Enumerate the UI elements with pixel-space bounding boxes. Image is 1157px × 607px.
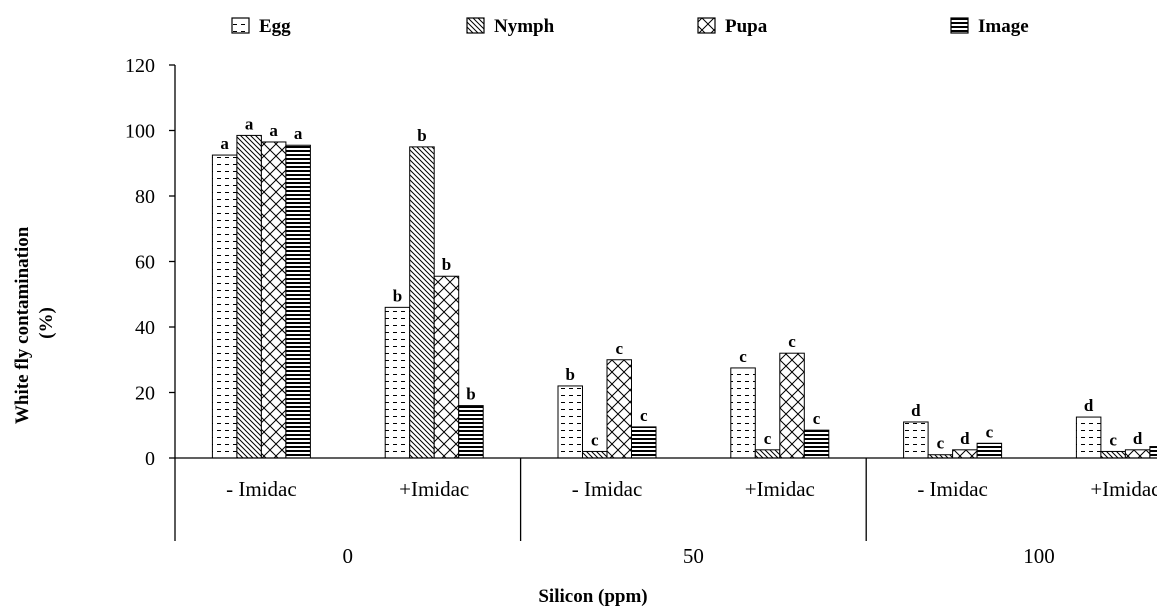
legend-label: Egg bbox=[259, 16, 291, 37]
significance-label: b bbox=[466, 385, 475, 404]
bar-egg bbox=[730, 367, 756, 459]
bar-egg bbox=[557, 385, 583, 459]
y-tick-label: 80 bbox=[135, 186, 155, 208]
legend-swatch bbox=[231, 17, 250, 34]
bar-pupa bbox=[779, 352, 805, 459]
significance-label: b bbox=[393, 286, 402, 305]
significance-label: c bbox=[591, 430, 599, 449]
x-category-label: +Imidac bbox=[745, 477, 815, 501]
significance-label: b bbox=[566, 365, 575, 384]
y-tick-label: 0 bbox=[145, 448, 155, 470]
x-group-label: 100 bbox=[1023, 544, 1055, 568]
significance-label: d bbox=[1084, 396, 1094, 415]
bar-egg bbox=[384, 306, 411, 459]
legend-item-pupa: Pupa bbox=[697, 16, 768, 37]
bar-nymph bbox=[409, 146, 435, 459]
bar-nymph bbox=[582, 450, 608, 459]
y-tick-label: 120 bbox=[125, 55, 155, 77]
y-tick-label: 60 bbox=[135, 252, 155, 274]
bar-image bbox=[458, 405, 484, 459]
bar-egg bbox=[211, 154, 238, 459]
significance-label: c bbox=[986, 422, 994, 441]
significance-label: a bbox=[220, 134, 229, 153]
bar-pupa bbox=[952, 449, 978, 459]
x-axis: - Imidac +Imidac - Imidac +Imidac - Imidac +I… bbox=[174, 457, 1157, 568]
y-axis-title: White fly contamination (%) bbox=[12, 222, 57, 424]
significance-label: c bbox=[739, 347, 747, 366]
bar-image bbox=[285, 144, 311, 459]
bar-pupa bbox=[606, 359, 632, 459]
significance-label: c bbox=[640, 406, 648, 425]
x-axis-title: Silicon (ppm) bbox=[538, 586, 647, 607]
legend-label: Pupa bbox=[725, 16, 768, 37]
x-group-label: 0 bbox=[343, 544, 354, 568]
bar-image bbox=[631, 426, 657, 459]
significance-label: d bbox=[911, 401, 921, 420]
y-axis-title-line-2: (%) bbox=[36, 307, 57, 339]
significance-label: c bbox=[764, 429, 772, 448]
legend-swatch bbox=[697, 17, 716, 34]
y-tick-label: 40 bbox=[135, 317, 155, 339]
legend-item-egg: Egg bbox=[231, 16, 291, 37]
x-category-label: - Imidac bbox=[572, 477, 643, 501]
significance-label: a bbox=[269, 121, 278, 140]
y-axis: 0 20 40 60 80 100 120 bbox=[125, 55, 176, 470]
significance-label: a bbox=[245, 114, 254, 133]
significance-label: c bbox=[615, 339, 623, 358]
bar-pupa bbox=[1124, 449, 1151, 459]
bar-egg bbox=[1075, 416, 1102, 459]
legend-label: Image bbox=[978, 16, 1029, 37]
significance-label: d bbox=[960, 429, 970, 448]
y-tick-label: 20 bbox=[135, 383, 155, 405]
y-tick-label: 100 bbox=[125, 121, 155, 143]
y-axis-title-line-1: White fly contamination bbox=[12, 226, 33, 424]
x-category-label: - Imidac bbox=[226, 477, 297, 501]
significance-label: b bbox=[417, 126, 426, 145]
bar-image bbox=[803, 429, 830, 459]
significance-label: d bbox=[1133, 429, 1143, 448]
bar-image bbox=[1149, 446, 1157, 459]
legend-item-nymph: Nymph bbox=[466, 16, 555, 37]
significance-label: b bbox=[442, 255, 451, 274]
legend-item-image: Image bbox=[950, 16, 1029, 37]
bar-nymph bbox=[236, 134, 262, 459]
legend-swatch bbox=[950, 17, 969, 34]
bar-egg bbox=[903, 421, 929, 459]
significance-label: c bbox=[788, 332, 796, 351]
bar-nymph bbox=[754, 449, 781, 459]
legend-label: Nymph bbox=[494, 16, 555, 37]
x-category-label: +Imidac bbox=[399, 477, 469, 501]
significance-label: c bbox=[1109, 430, 1117, 449]
legend-swatch bbox=[466, 17, 485, 34]
bar-image bbox=[976, 442, 1003, 459]
significance-label: c bbox=[937, 434, 945, 453]
significance-label: c bbox=[813, 409, 821, 428]
bar-pupa bbox=[433, 275, 460, 459]
bar-nymph bbox=[1100, 450, 1126, 459]
x-category-label: +Imidac bbox=[1090, 477, 1157, 501]
legend: Egg Nymph Pupa Image bbox=[231, 16, 1029, 37]
x-category-label: - Imidac bbox=[917, 477, 988, 501]
bar-pupa bbox=[260, 141, 287, 459]
x-group-label: 50 bbox=[683, 544, 704, 568]
significance-label: a bbox=[294, 124, 303, 143]
